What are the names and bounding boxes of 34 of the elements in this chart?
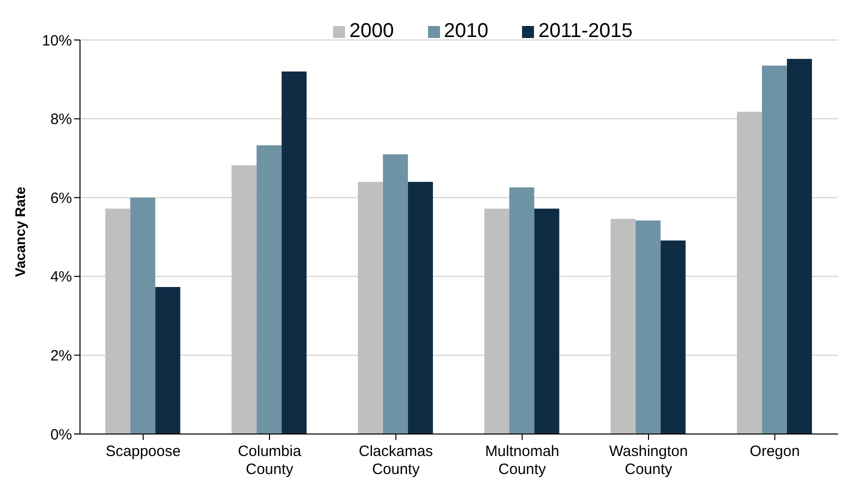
y-tick-label: 6% [50, 190, 72, 207]
x-tick-label: Scappoose [106, 443, 181, 460]
y-tick-label: 4% [50, 268, 72, 286]
bar [408, 182, 433, 434]
bar [484, 208, 510, 434]
bar [636, 220, 661, 434]
bar [534, 208, 560, 434]
x-tick-label: Washington County [609, 443, 688, 478]
x-tick-label: Clackamas County [358, 443, 433, 478]
y-tick-label: 0% [50, 426, 72, 444]
bar [509, 187, 534, 434]
bar [610, 218, 636, 434]
bar [282, 72, 307, 434]
bar [736, 112, 762, 434]
y-tick-label: 8% [50, 111, 72, 128]
y-axis-title: Vacancy Rate [12, 186, 28, 277]
x-tick-label: Oregon [750, 443, 800, 460]
bar [358, 182, 383, 434]
legend-label: 2011-2015 [538, 20, 633, 42]
x-tick-label: Multnomah County [485, 443, 560, 478]
bar [232, 165, 257, 434]
legend-label: 2010 [444, 20, 488, 42]
bar [786, 58, 812, 434]
bar [660, 240, 686, 434]
bar [762, 66, 787, 434]
bar [130, 198, 156, 434]
bar [155, 287, 180, 434]
bar [105, 208, 130, 434]
y-tick-label: 10% [42, 32, 72, 50]
x-tick-label: Columbia County [238, 443, 302, 478]
y-tick-label: 2% [50, 348, 72, 365]
bar [382, 154, 408, 434]
legend-label: 2000 [349, 20, 394, 42]
bar [256, 145, 282, 434]
